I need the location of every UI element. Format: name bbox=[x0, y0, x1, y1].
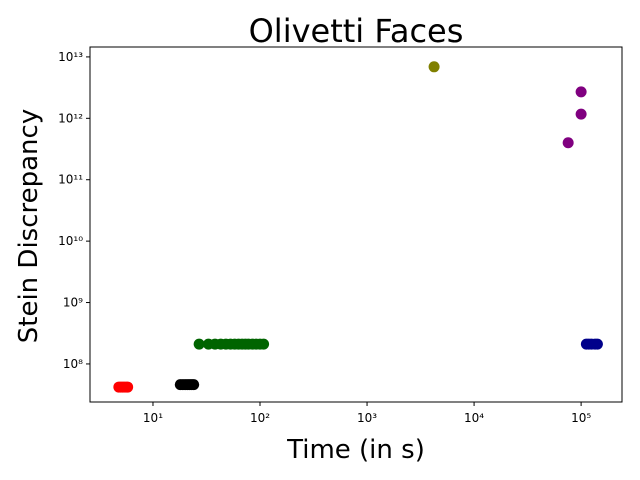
x-tick-label: 10⁵ bbox=[571, 411, 591, 425]
point bbox=[428, 61, 440, 73]
y-tick-label: 10¹⁰ bbox=[58, 234, 83, 248]
y-tick-label: 10⁹ bbox=[63, 296, 83, 310]
x-tick-label: 10⁴ bbox=[464, 411, 484, 425]
chart-title: Olivetti Faces bbox=[249, 12, 464, 50]
point bbox=[562, 137, 574, 149]
y-axis-label: Stein Discrepancy bbox=[14, 109, 44, 343]
y-tick-label: 10¹¹ bbox=[58, 173, 83, 187]
x-tick-label: 10² bbox=[250, 411, 270, 425]
point bbox=[188, 379, 200, 391]
y-tick-label: 10¹² bbox=[58, 111, 83, 125]
point bbox=[591, 338, 603, 350]
y-tick-label: 10¹³ bbox=[58, 50, 83, 64]
y-tick-label: 10⁸ bbox=[63, 357, 83, 371]
x-tick-label: 10¹ bbox=[143, 411, 163, 425]
point bbox=[122, 381, 134, 393]
point bbox=[575, 108, 587, 120]
point bbox=[575, 86, 587, 98]
plot-frame bbox=[89, 46, 623, 403]
x-axis-label: Time (in s) bbox=[286, 435, 425, 465]
point bbox=[258, 338, 270, 350]
point bbox=[193, 338, 205, 350]
x-tick-label: 10³ bbox=[357, 411, 377, 425]
